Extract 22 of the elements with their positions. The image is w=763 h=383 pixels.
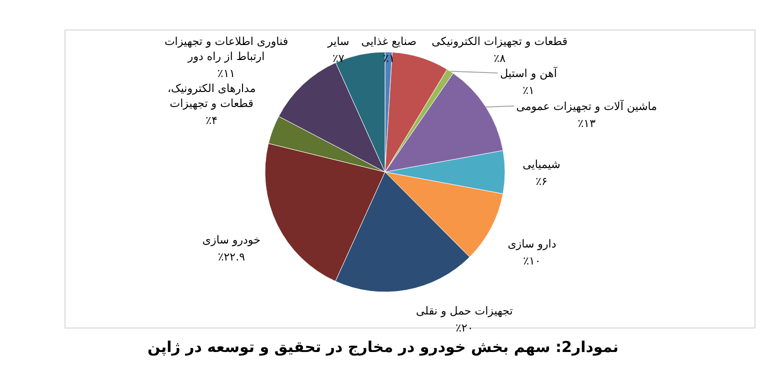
data-label: ٪۲۲.۹ — [218, 250, 246, 264]
data-label: ٪۱۳ — [578, 117, 596, 130]
slice-label: قطعات و تجهیزات الکترونیکی — [432, 35, 568, 48]
data-label: ٪۴ — [206, 114, 218, 127]
slice-label: دارو سازی — [508, 237, 556, 250]
data-label: ٪۶ — [536, 175, 548, 188]
data-label: ٪۷ — [332, 52, 344, 65]
slice-label: فناوری اطلاعات و تجهیزات ارتباط از راه دور — [164, 35, 288, 63]
slice-label: صنایع غذایی — [361, 35, 417, 48]
slice-label: شیمیایی — [522, 158, 560, 172]
data-label: ٪۱ — [522, 84, 534, 97]
slice-label: سایر — [326, 35, 350, 48]
slice-label: خودرو سازی — [202, 234, 260, 247]
data-label: ٪۱۰ — [523, 254, 541, 268]
data-label: ٪۱۱ — [217, 67, 236, 80]
text: نمودار2: سهم بخش خودرو در مخارج در تحقیق و توسعه در ژاپن — [147, 338, 619, 356]
data-label: ٪۸ — [494, 52, 506, 65]
slice-label: تجهیزات حمل و نقلی — [416, 304, 513, 318]
slice-label: مدارهای الکترونیک، قطعات و تجهیزات — [167, 82, 256, 110]
data-label: ٪۲۰ — [456, 322, 474, 335]
slice-label: ماشین آلات و تجهیزات عمومی — [516, 99, 658, 113]
slice-label: آهن و استیل — [500, 66, 558, 80]
